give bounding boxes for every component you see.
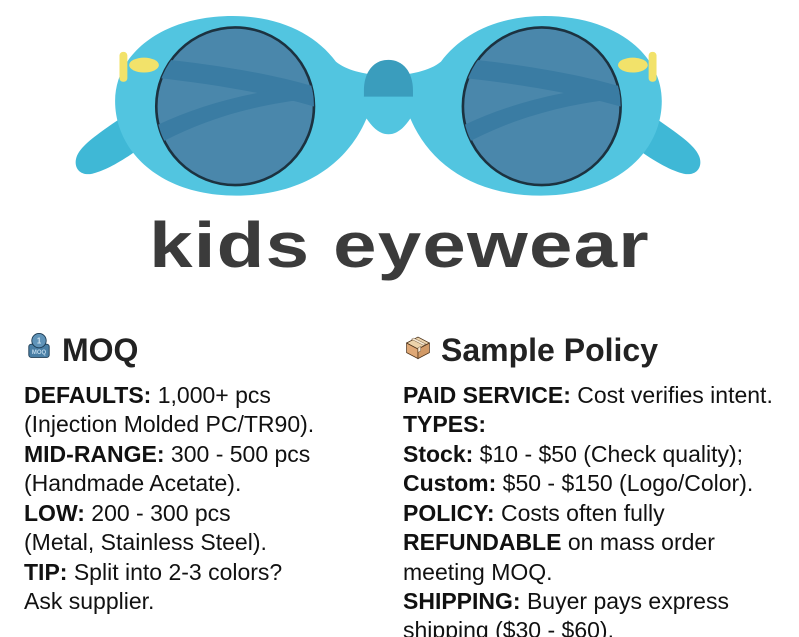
svg-text:1: 1 (37, 337, 42, 346)
svg-text:MOQ: MOQ (32, 350, 47, 356)
